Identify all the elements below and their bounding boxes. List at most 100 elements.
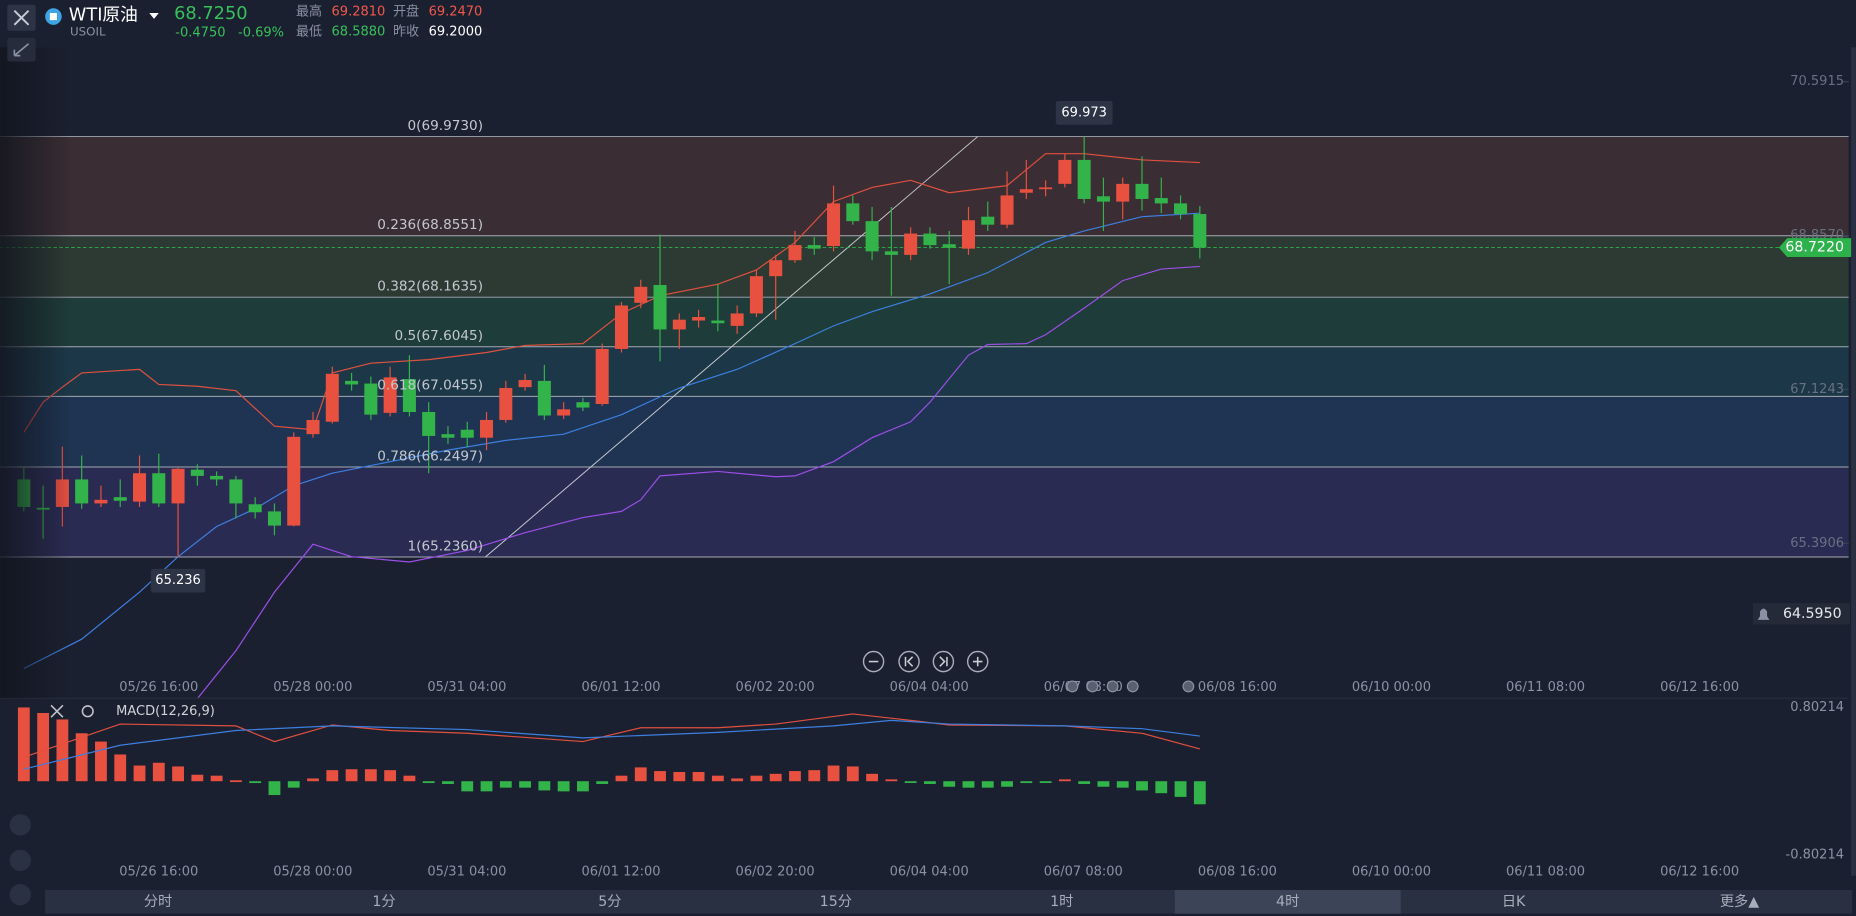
timeline-dot[interactable] [1066,680,1079,693]
macd-bar [461,781,474,792]
tool-button[interactable] [9,849,31,872]
candle-body [132,473,147,502]
macd-x-tick-label: 06/12 16:00 [1660,865,1739,880]
timeline-dot[interactable] [1086,680,1099,693]
last-price-label: 68.7220 [1785,240,1844,256]
candle-body [884,251,898,255]
macd-dif [23,713,1200,758]
macd-bar [191,774,204,782]
macd-close[interactable] [50,704,64,718]
stat-value: 69.2470 [429,4,483,19]
boll-line [23,153,1200,433]
alert-label: 64.5950 [1783,606,1842,622]
tab[interactable]: 15分 [820,894,852,910]
macd-bar [1039,781,1052,783]
candle-body [827,203,841,246]
macd-bar [307,778,319,782]
macd-title: MACD(12,26,9) [116,704,215,719]
macd-bar [114,754,127,782]
stat-label: 昨收 [393,24,419,39]
candle-body [190,469,204,476]
scrollbar [1851,47,1856,876]
candle-body [422,411,436,436]
zoom-control[interactable] [898,650,920,673]
candle-body [75,479,89,504]
macd-bar [904,781,917,783]
tab[interactable]: 分时 [144,894,172,910]
tool-button[interactable] [9,814,31,836]
candle-body [942,244,956,248]
macd-bar [37,712,50,782]
macd-bar [808,770,821,782]
timeline-dot[interactable] [1182,680,1195,693]
macd-bar [866,773,879,782]
tab[interactable]: 4时 [1276,894,1299,910]
tab[interactable]: 1时 [1050,894,1073,910]
macd-bar [249,781,262,784]
macd-x-tick-label: 06/04 04:00 [890,865,969,880]
tab[interactable]: 1分 [372,894,395,910]
candle-body [306,419,320,435]
candle-body [1096,196,1110,202]
candle-body [653,285,667,330]
alert-bell[interactable] [1757,608,1770,620]
macd-bar [596,781,609,784]
candle-body [441,434,455,438]
fib-label: 0.5(67.6045) [395,328,483,344]
macd-bar [692,771,705,782]
macd-bar [750,775,763,782]
tab-active [1174,889,1401,914]
macd-bar [268,781,281,796]
candle-body [865,221,879,252]
candle-body [460,429,474,438]
fib-trend-line [485,136,979,558]
macd-bar [731,778,744,782]
zoom-control[interactable] [966,650,989,673]
zoom-icon [904,656,914,667]
candle-body [672,319,686,330]
macd-bar [789,771,801,782]
candle-body [152,473,166,504]
x-tick-label: 05/31 04:00 [427,680,506,695]
macd-bar [172,766,184,782]
zoom-control[interactable] [932,650,955,673]
tab[interactable]: 日K [1502,894,1526,910]
candle-body [1077,159,1091,199]
macd-x-tick-label: 06/11 08:00 [1506,865,1585,880]
change-pct: -0.69% [238,26,284,41]
candle-body [1154,198,1168,204]
macd-bar [95,741,107,782]
macd-bar [17,707,30,782]
candle-body [788,245,802,261]
symbol-name[interactable]: WTI原油 [69,4,138,25]
candle-body [595,348,609,404]
macd-bar [769,773,782,782]
tab[interactable]: 5分 [598,894,621,910]
candle-body [267,511,281,526]
candle-body [749,276,763,314]
macd-bar [615,775,628,782]
tab[interactable]: 更多▲ [1720,893,1759,910]
macd-x-tick-label: 06/08 16:00 [1198,865,1277,880]
y-tick-label: 70.5915 [1790,74,1844,89]
macd-x-tick-label: 05/31 04:00 [427,865,506,880]
symbol-code: USOIL [70,24,106,38]
macd-bar [480,781,493,792]
zoom-control[interactable] [862,650,885,673]
x-tick-label: 05/28 00:00 [273,680,352,695]
stat-label: 最低 [296,24,322,39]
macd-bar [229,780,242,783]
close-icon [13,9,30,26]
zoom-icon [939,656,948,667]
candle-body [1039,187,1053,190]
x-tick-label: 06/08 16:00 [1198,680,1277,695]
macd-settings[interactable] [81,705,94,718]
tool-button[interactable] [9,884,31,906]
macd-bar [287,781,300,788]
dropdown-arrow[interactable] [149,13,159,19]
macd-bar [981,781,994,788]
timeline-dot[interactable] [1126,680,1139,693]
timeline-dot[interactable] [1106,680,1119,693]
candle-body [113,497,127,501]
